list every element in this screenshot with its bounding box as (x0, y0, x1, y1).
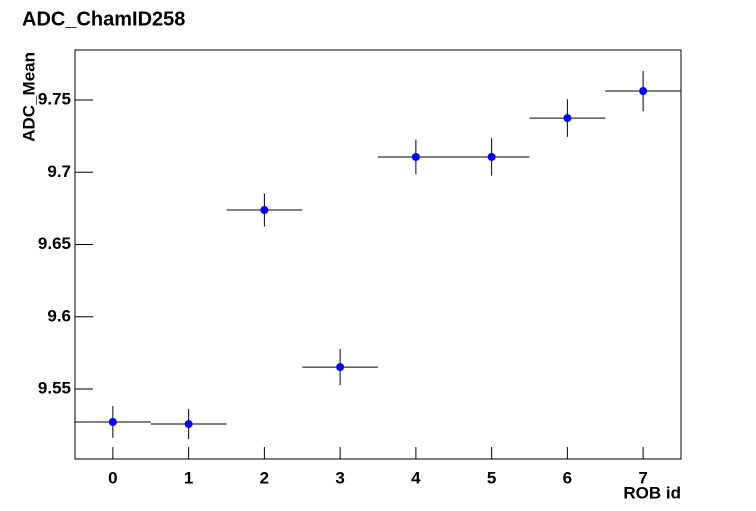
y-tick-label: 9.55 (38, 379, 71, 398)
data-point (411, 152, 420, 161)
data-point (487, 152, 496, 161)
data-point (563, 114, 572, 123)
y-tick-label: 9.6 (47, 306, 71, 325)
x-tick-label: 1 (184, 468, 193, 487)
plot-frame (74, 49, 682, 460)
y-tick-label: 9.7 (47, 162, 71, 181)
data-point (639, 87, 648, 96)
data-point (260, 205, 269, 214)
x-axis-label: ROB id (623, 483, 681, 502)
data-point (336, 363, 345, 372)
x-tick-label: 3 (335, 468, 344, 487)
x-tick-label: 6 (563, 468, 572, 487)
x-tick-label: 7 (638, 468, 647, 487)
x-tick-label: 0 (108, 468, 117, 487)
x-tick-label: 2 (260, 468, 269, 487)
data-point (184, 420, 193, 429)
x-tick-label: 5 (487, 468, 496, 487)
x-tick-label: 4 (411, 468, 421, 487)
y-tick-label: 9.75 (38, 89, 71, 108)
data-point (108, 418, 117, 427)
chart-title: ADC_ChamID258 (22, 8, 185, 30)
y-tick-label: 9.65 (38, 234, 71, 253)
y-axis-label: ADC_Mean (19, 52, 38, 142)
